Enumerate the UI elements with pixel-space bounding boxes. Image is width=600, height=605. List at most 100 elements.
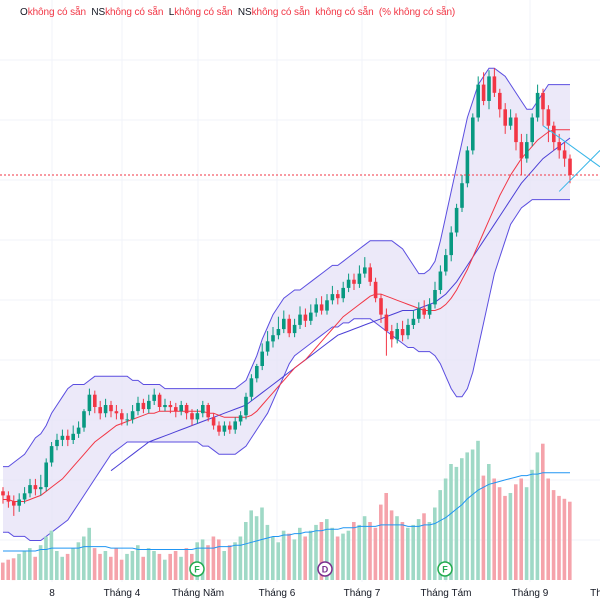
candle xyxy=(222,421,227,436)
volume-bar xyxy=(157,553,162,580)
candle-body xyxy=(508,117,513,126)
volume-bar xyxy=(454,466,459,580)
candle-body xyxy=(298,314,302,325)
candle-body xyxy=(271,335,275,342)
candle-body xyxy=(438,271,443,290)
candle-body xyxy=(17,499,21,506)
volume-bar xyxy=(17,553,21,580)
candle xyxy=(319,296,324,315)
candle-body xyxy=(238,415,243,422)
candle xyxy=(98,400,102,420)
candle-body xyxy=(487,76,491,101)
candle xyxy=(379,294,383,323)
event-marker-f: F xyxy=(189,561,205,577)
candle-body xyxy=(130,411,135,420)
candle-body xyxy=(411,318,416,325)
volume-bar xyxy=(119,559,124,580)
event-marker-letter: D xyxy=(322,565,329,575)
candle xyxy=(357,265,362,288)
candle-body xyxy=(498,92,502,110)
volume-bar xyxy=(1,562,5,580)
candle-body xyxy=(471,117,475,151)
volume-bar xyxy=(416,519,421,580)
volume-bar xyxy=(298,527,302,580)
volume-bar xyxy=(146,548,151,580)
volume-bar xyxy=(38,545,43,580)
volume-bar xyxy=(260,507,264,580)
volume-bar xyxy=(352,522,356,580)
candle xyxy=(373,277,378,303)
candle-body xyxy=(384,314,389,331)
candle-body xyxy=(390,331,394,340)
candle xyxy=(503,103,507,134)
volume-bar xyxy=(195,542,199,580)
volume-bar xyxy=(168,553,172,580)
candle xyxy=(427,298,432,319)
candle-body xyxy=(319,304,324,311)
volume-bar xyxy=(281,530,286,580)
volume-bar xyxy=(217,539,221,580)
volume-bar xyxy=(551,490,556,580)
volume-bar xyxy=(503,495,507,580)
candle xyxy=(562,142,567,167)
candle-body xyxy=(125,419,129,421)
candle-body xyxy=(476,84,480,118)
candle xyxy=(325,294,329,315)
candle xyxy=(211,413,216,430)
candle xyxy=(330,285,335,305)
candle xyxy=(314,298,318,317)
candle-body xyxy=(449,232,453,256)
candle xyxy=(525,133,529,163)
volume-bar xyxy=(271,536,275,580)
x-tick-label: Tháng 7 xyxy=(344,588,381,599)
volume-bar xyxy=(6,559,10,580)
volume-bar xyxy=(163,559,167,580)
volume-bar xyxy=(384,493,388,580)
candle-body xyxy=(514,117,518,143)
candle-body xyxy=(66,435,70,440)
candle xyxy=(87,388,92,416)
candle-body xyxy=(406,324,410,336)
candle xyxy=(206,402,210,422)
candle xyxy=(17,493,21,512)
candle xyxy=(260,343,264,371)
volume-bar xyxy=(249,510,253,580)
volume-bar xyxy=(470,449,475,580)
bollinger-lower-line xyxy=(3,199,570,541)
candle xyxy=(449,226,453,262)
volume-bar xyxy=(55,551,59,580)
legend-open: Okhông có sẵn xyxy=(20,7,86,18)
candle xyxy=(33,478,38,496)
candle-body xyxy=(114,411,119,414)
candle xyxy=(66,429,70,447)
candle-body xyxy=(184,405,189,414)
candle xyxy=(444,248,448,276)
x-tick-label: Tháng Năm xyxy=(172,588,224,599)
candle-body xyxy=(168,405,173,408)
volume-bar xyxy=(335,536,340,580)
candle xyxy=(433,281,437,309)
candle-body xyxy=(400,329,405,336)
candle-body xyxy=(309,312,313,321)
candle xyxy=(55,433,59,451)
volume-bar xyxy=(44,536,48,580)
event-marker-circle xyxy=(437,561,453,577)
x-tick-label: Tháng Tám xyxy=(421,588,472,599)
candle xyxy=(292,318,297,338)
candle xyxy=(6,491,11,508)
candle xyxy=(265,331,270,356)
volume-bar xyxy=(71,548,75,580)
candle xyxy=(130,405,135,424)
candle-body xyxy=(525,142,529,159)
volume-bar xyxy=(562,498,567,580)
candle xyxy=(190,409,194,426)
volume-bar xyxy=(152,551,156,580)
event-marker-circle xyxy=(189,561,205,577)
candle xyxy=(352,273,356,290)
candle-body xyxy=(206,405,210,418)
candles xyxy=(1,68,572,516)
candle xyxy=(195,409,200,424)
candle-body xyxy=(352,279,356,284)
